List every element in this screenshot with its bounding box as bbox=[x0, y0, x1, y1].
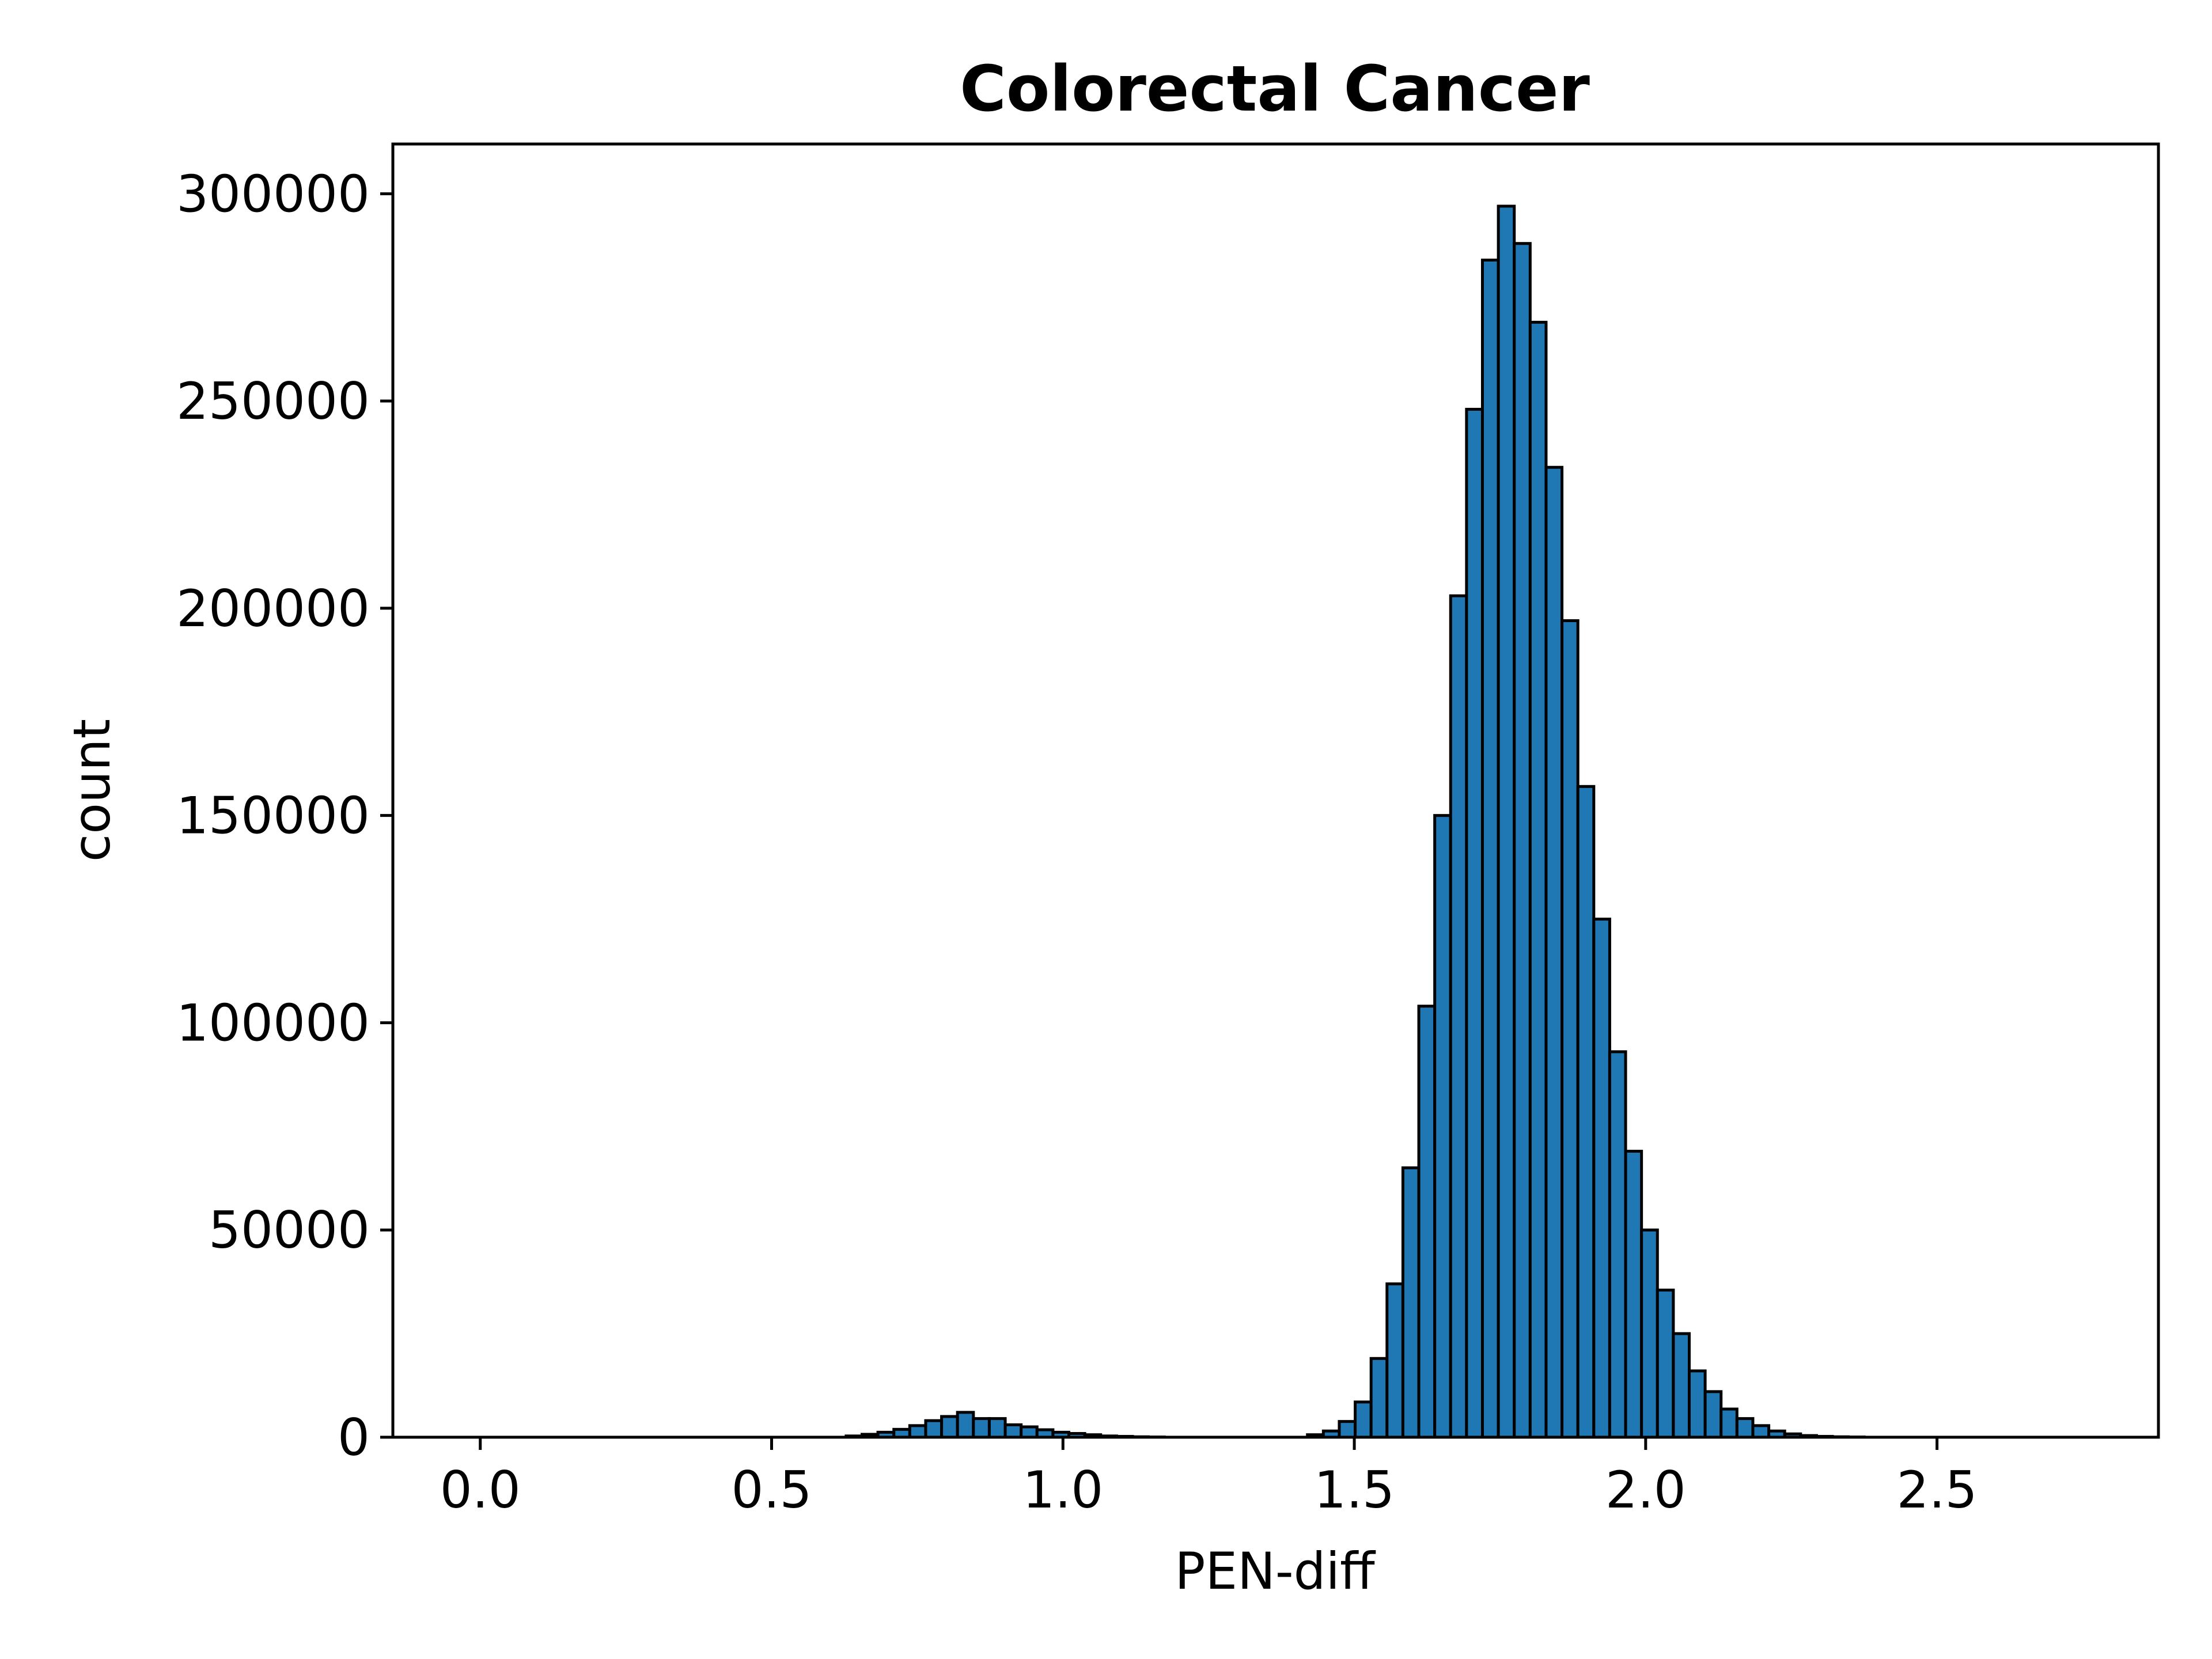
histogram-bar bbox=[1354, 1400, 1373, 1439]
x-tick-label: 0.5 bbox=[732, 1460, 812, 1520]
x-tick-label: 1.0 bbox=[1022, 1460, 1103, 1520]
x-tick-label: 1.5 bbox=[1314, 1460, 1395, 1520]
histogram-bar bbox=[1401, 1166, 1421, 1439]
x-axis-label: PEN-diff bbox=[1175, 1541, 1376, 1601]
histogram-bar bbox=[1020, 1425, 1039, 1439]
y-tick-label: 150000 bbox=[176, 786, 370, 846]
histogram-bar bbox=[1003, 1423, 1023, 1439]
plot-frame bbox=[391, 142, 2160, 1439]
histogram-bar bbox=[1560, 619, 1580, 1439]
histogram-bar bbox=[924, 1419, 944, 1439]
histogram-bar bbox=[1369, 1357, 1389, 1439]
y-tick-label: 250000 bbox=[176, 372, 370, 431]
y-axis-ticks: 0 50000 100000 150000 200000 250000 300000 bbox=[176, 164, 393, 1467]
histogram-bar bbox=[956, 1411, 975, 1439]
histogram-bar bbox=[1687, 1369, 1707, 1439]
histogram-bar bbox=[1592, 918, 1611, 1439]
histogram-bar bbox=[1480, 258, 1500, 1439]
y-tick-label: 0 bbox=[338, 1408, 370, 1467]
histogram-bar bbox=[1576, 785, 1596, 1439]
x-tick-label: 2.5 bbox=[1897, 1460, 1978, 1520]
histogram-bar bbox=[1672, 1332, 1691, 1439]
y-tick-label: 100000 bbox=[176, 993, 370, 1052]
histogram-bar bbox=[1465, 408, 1484, 1439]
chart-title: Colorectal Cancer bbox=[960, 52, 1590, 126]
histogram-bar bbox=[1528, 320, 1548, 1439]
x-tick-label: 0.0 bbox=[440, 1460, 521, 1520]
histogram-bar bbox=[940, 1415, 959, 1439]
histogram-bar bbox=[1624, 1150, 1643, 1439]
histogram-bar bbox=[1608, 1050, 1627, 1439]
y-tick-label: 200000 bbox=[176, 579, 370, 638]
x-tick-label: 2.0 bbox=[1605, 1460, 1686, 1520]
histogram-bar bbox=[1433, 814, 1452, 1439]
histogram-bar bbox=[972, 1417, 991, 1439]
y-tick-label: 300000 bbox=[176, 164, 370, 224]
histogram-bar bbox=[1497, 204, 1516, 1439]
histogram-bar bbox=[987, 1417, 1007, 1439]
y-axis-label: count bbox=[62, 719, 122, 862]
bars-group bbox=[844, 204, 1866, 1439]
histogram-bar bbox=[908, 1424, 927, 1439]
histogram-bar bbox=[1640, 1228, 1659, 1439]
histogram-bar bbox=[1735, 1417, 1755, 1439]
histogram-bar bbox=[1703, 1390, 1723, 1439]
histogram-bar bbox=[1338, 1420, 1357, 1439]
histogram-bar bbox=[1719, 1407, 1738, 1439]
y-tick-label: 50000 bbox=[209, 1200, 370, 1260]
histogram-bar bbox=[1751, 1424, 1771, 1439]
histogram-bar bbox=[1513, 242, 1532, 1439]
histogram-bar bbox=[1656, 1289, 1675, 1439]
histogram-bar bbox=[1544, 465, 1564, 1439]
histogram-bar bbox=[1417, 1005, 1437, 1439]
histogram-bar bbox=[1449, 594, 1468, 1439]
histogram-bar bbox=[1385, 1282, 1404, 1439]
x-axis-ticks: 0.0 0.5 1.0 1.5 2.0 2.5 bbox=[440, 1437, 1978, 1520]
